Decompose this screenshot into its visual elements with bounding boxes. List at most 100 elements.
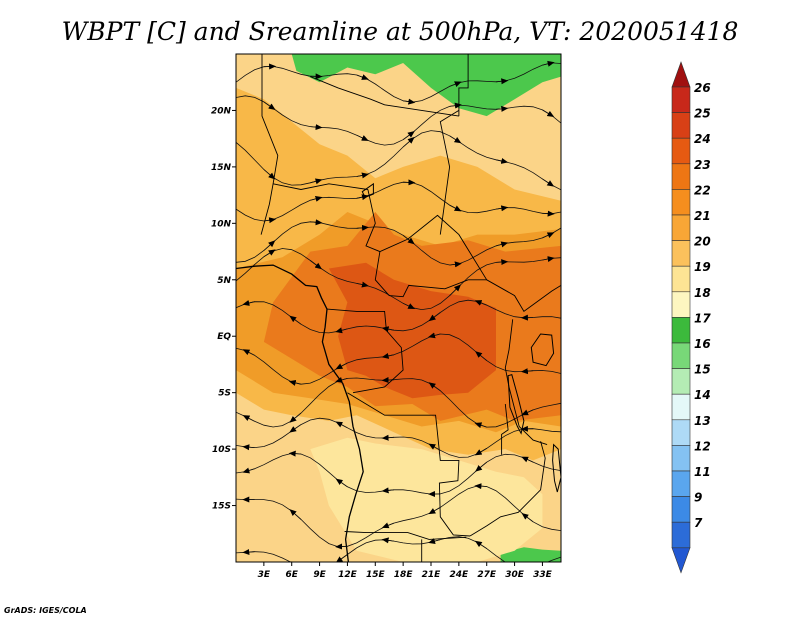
colorbar-swatch (671, 137, 691, 165)
streamline-arrow (449, 102, 462, 109)
streamline-arrow (495, 241, 509, 248)
country-border-6 (439, 110, 460, 235)
streamline-arrow (542, 210, 555, 217)
country-border-10 (347, 392, 471, 537)
streamline-arrow (263, 169, 276, 180)
colorbar-swatch (671, 393, 691, 421)
lake-outline-3 (361, 182, 374, 199)
streamline-arrow (310, 219, 323, 226)
lat-tick-label: 5S (218, 389, 231, 399)
streamline-arrow (381, 537, 394, 544)
streamline-arrow (542, 256, 555, 263)
streamline-arrow (335, 554, 348, 562)
lake-outline-2 (552, 443, 561, 493)
streamline-arrow (263, 217, 277, 224)
country-border-2 (273, 183, 368, 190)
country-border-4 (486, 279, 561, 313)
streamline-arrow (288, 380, 302, 386)
streamline-arrow (542, 178, 555, 187)
streamline-arrow (381, 352, 394, 359)
colorbar-swatch (671, 163, 691, 190)
country-border-7 (374, 251, 487, 298)
streamline-arrow (242, 415, 255, 422)
country-border-12 (344, 531, 467, 540)
streamline-arrow (542, 232, 555, 239)
lon-tick-label: 30E (505, 570, 525, 580)
streamline-arrow (335, 377, 348, 383)
streamline-arrow (381, 487, 394, 494)
streamline-arrow (474, 422, 487, 429)
streamline-arrow (495, 259, 509, 266)
streamline-arrow (495, 205, 509, 212)
streamline-arrow (310, 260, 322, 270)
colorbar-swatch (671, 265, 691, 293)
colorbar-label: 21 (694, 209, 711, 223)
streamline-arrow (449, 204, 462, 212)
lat-tick-label: 10S (212, 445, 231, 455)
streamline-arrow (524, 567, 533, 568)
streamline-arrow (495, 158, 509, 164)
streamline-arrow (289, 315, 302, 325)
lon-tick-label: 9E (313, 570, 326, 580)
lat-tick-label: 15N (211, 163, 232, 173)
colorbar-label: 25 (694, 107, 711, 121)
map-title: WBPT [C] and Sreamline at 500hPa, VT: 20… (62, 17, 739, 46)
streamline-arrow (521, 409, 534, 416)
lon-tick-label: 12E (338, 570, 358, 580)
lat-tick-label: 20N (211, 106, 232, 116)
lat-tick-label: 5N (217, 276, 231, 286)
streamline-arrow (495, 78, 509, 85)
colorbar-label: 14 (694, 388, 711, 402)
lon-tick-label: 6E (286, 570, 299, 580)
country-border-3 (365, 189, 488, 281)
colorbar-swatch (671, 496, 691, 523)
colorbar-swatch (671, 291, 691, 318)
colorbar-label: 17 (694, 311, 711, 325)
streamline-arrow (449, 135, 462, 144)
coastline (236, 264, 364, 562)
streamline-arrow (428, 332, 441, 339)
streamline-arrow (356, 172, 369, 179)
streamline-arrow (335, 327, 348, 334)
streamline-arrow (542, 60, 555, 67)
streamline-arrow (495, 105, 509, 112)
colorbar-label: 19 (694, 260, 711, 274)
grads-credit: GrADS: IGES/COLA (4, 606, 87, 615)
streamline-arrow (242, 300, 255, 306)
axis-ticks: 20N 15N 10N 5N EQ 5S 10S 15S 3E 6E 9E 12E 15E 18E 21E 2… (211, 106, 553, 580)
lat-tick-label: EQ (217, 332, 231, 342)
streamline-arrow (449, 284, 462, 296)
colorbar-swatch (671, 368, 691, 395)
map-frame (235, 53, 562, 563)
colorbar-swatch (671, 317, 691, 344)
streamline-arrow (242, 467, 255, 474)
streamline-arrow (356, 224, 369, 231)
colorbar-label: 20 (694, 235, 711, 249)
colorbar-swatch (671, 214, 691, 241)
colorbar-label: 26 (694, 81, 711, 95)
streamline-arrow (310, 195, 323, 202)
streamline-arrow (335, 362, 348, 370)
colorbar-swatch (671, 342, 691, 369)
colorbar-label: 7 (694, 516, 703, 530)
country-border-11 (469, 441, 546, 537)
streamline-arrow (520, 368, 534, 375)
lon-tick-label: 3E (258, 570, 271, 580)
streamline-arrow (356, 281, 369, 288)
streamline-arrow (263, 249, 276, 258)
streamline-arrow (381, 434, 394, 441)
colorbar-swatch (671, 112, 691, 139)
streamline-arrow (403, 98, 416, 105)
streamline-arrow (402, 302, 416, 309)
streamline-arrow (428, 538, 441, 544)
wbpt-region-19-6 (310, 437, 543, 562)
map-panel: 20N 15N 10N 5N EQ 5S 10S 15S 3E 6E 9E 12E 15E 18E 21E 2… (211, 53, 562, 580)
streamline-arrow (402, 131, 415, 141)
streamline-arrow (542, 109, 555, 118)
streamline-arrow (288, 561, 297, 562)
colorbar-bottom-cap (671, 547, 691, 574)
streamline-arrow (356, 134, 369, 141)
streamline-arrow (335, 421, 348, 429)
streamline-arrow (263, 240, 276, 251)
